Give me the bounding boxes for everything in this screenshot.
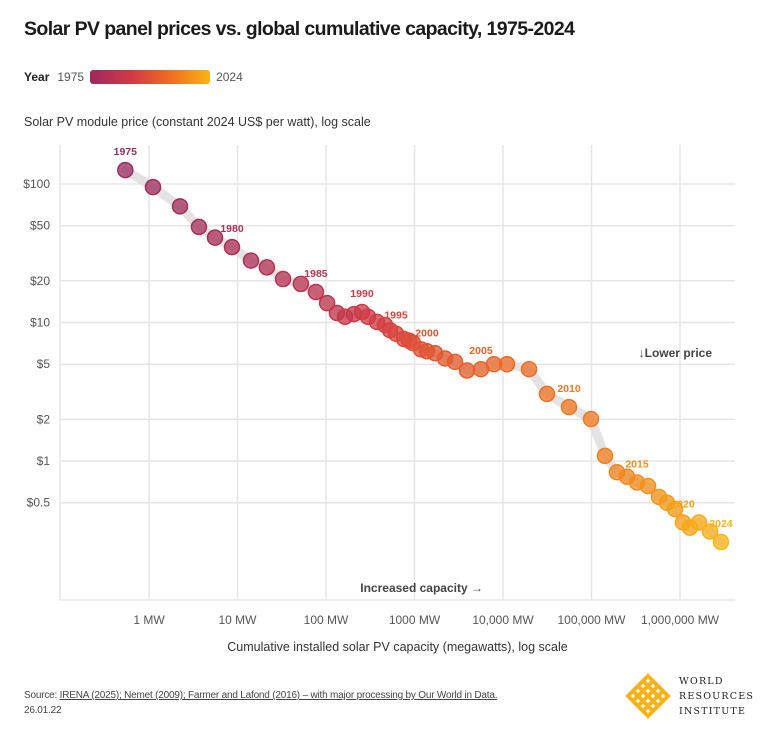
data-point-1981: [242, 252, 260, 269]
data-point-1982: [258, 259, 276, 276]
lower-price-annotation: ↓Lower price: [639, 346, 713, 360]
x-tick-label: 10,000 MW: [472, 613, 534, 627]
data-point-2009: [538, 385, 556, 403]
source-links[interactable]: IRENA (2025); Nemet (2009); Farmer and L…: [59, 690, 498, 701]
year-label: 1975: [114, 146, 138, 158]
year-label: 2020: [671, 498, 695, 510]
logo-line-2: RESOURCES: [679, 690, 755, 702]
data-point-2003: [446, 353, 464, 371]
data-point-2007: [498, 355, 516, 373]
x-tick-label: 100 MW: [304, 613, 349, 627]
year-label: 2010: [557, 383, 581, 395]
y-tick-label: $5: [37, 357, 51, 371]
legend-end: 2024: [216, 70, 243, 84]
y-axis-title: Solar PV module price (constant 2024 US$…: [24, 115, 371, 129]
y-tick-label: $50: [30, 219, 50, 233]
data-point-2004: [458, 362, 476, 379]
year-label: 1980: [220, 223, 244, 235]
logo-line-1: WORLD: [679, 675, 724, 687]
y-tick-label: $1: [37, 454, 51, 468]
legend-start: 1975: [57, 70, 85, 84]
data-point-2011: [582, 410, 600, 428]
y-tick-label: $10: [30, 316, 50, 330]
data-point-1975: [117, 161, 134, 179]
data-point-2022: [690, 514, 708, 531]
x-tick-label: 100,000 MW: [557, 613, 626, 627]
year-label: 2015: [625, 458, 649, 470]
year-label: 2000: [415, 327, 439, 339]
data-point-1984: [292, 275, 310, 293]
year-label: 2005: [469, 345, 493, 357]
data-point-1980: [223, 238, 241, 256]
x-tick-label: 10 MW: [218, 613, 257, 627]
logo-line-3: INSTITUTE: [679, 705, 747, 717]
data-point-1976: [144, 178, 162, 196]
data-point-1979: [206, 229, 224, 246]
year-label: 1985: [304, 268, 328, 280]
chart-title: Solar PV panel prices vs. global cumulat…: [24, 18, 575, 40]
x-tick-label: 1000 MW: [389, 613, 441, 627]
x-tick-label: 1 MW: [133, 613, 165, 627]
legend-label: Year: [24, 70, 50, 84]
year-legend: Year 1975 2024: [24, 70, 243, 84]
data-point-1983: [274, 270, 292, 288]
source-date: 26.01.22: [24, 705, 62, 716]
data-point-2010: [560, 398, 578, 416]
data-point-2019: [666, 500, 684, 518]
data-point-2016: [639, 477, 657, 495]
wri-logo: WORLD RESOURCES INSTITUTE: [625, 673, 754, 719]
source-note: Source: IRENA (2025); Nemet (2009); Farm…: [24, 688, 498, 718]
data-point-1985: [307, 283, 325, 301]
year-label: 1990: [350, 288, 374, 300]
x-axis-title: Cumulative installed solar PV capacity (…: [227, 640, 568, 654]
legend-color-bar: [90, 70, 211, 84]
data-point-2012: [596, 447, 614, 465]
year-label: 2024: [709, 518, 733, 530]
increased-capacity-annotation: Increased capacity →: [360, 581, 483, 595]
data-point-1977: [171, 198, 189, 215]
x-tick-label: 1,000,000 MW: [641, 613, 720, 627]
y-tick-label: $2: [37, 412, 51, 426]
data-point-2023: [701, 523, 719, 540]
y-tick-label: $0.5: [27, 496, 51, 510]
wri-logo-text: WORLD RESOURCES INSTITUTE: [679, 674, 754, 719]
data-point-2024: [712, 533, 730, 551]
wri-logo-mark-icon: [625, 673, 671, 719]
source-prefix: Source:: [24, 690, 60, 701]
year-label: 1995: [384, 310, 408, 322]
data-point-2008: [520, 360, 538, 378]
y-tick-label: $100: [23, 177, 50, 191]
y-tick-label: $20: [30, 274, 50, 288]
data-point-1978: [190, 218, 208, 236]
data-point-1986: [318, 294, 336, 312]
